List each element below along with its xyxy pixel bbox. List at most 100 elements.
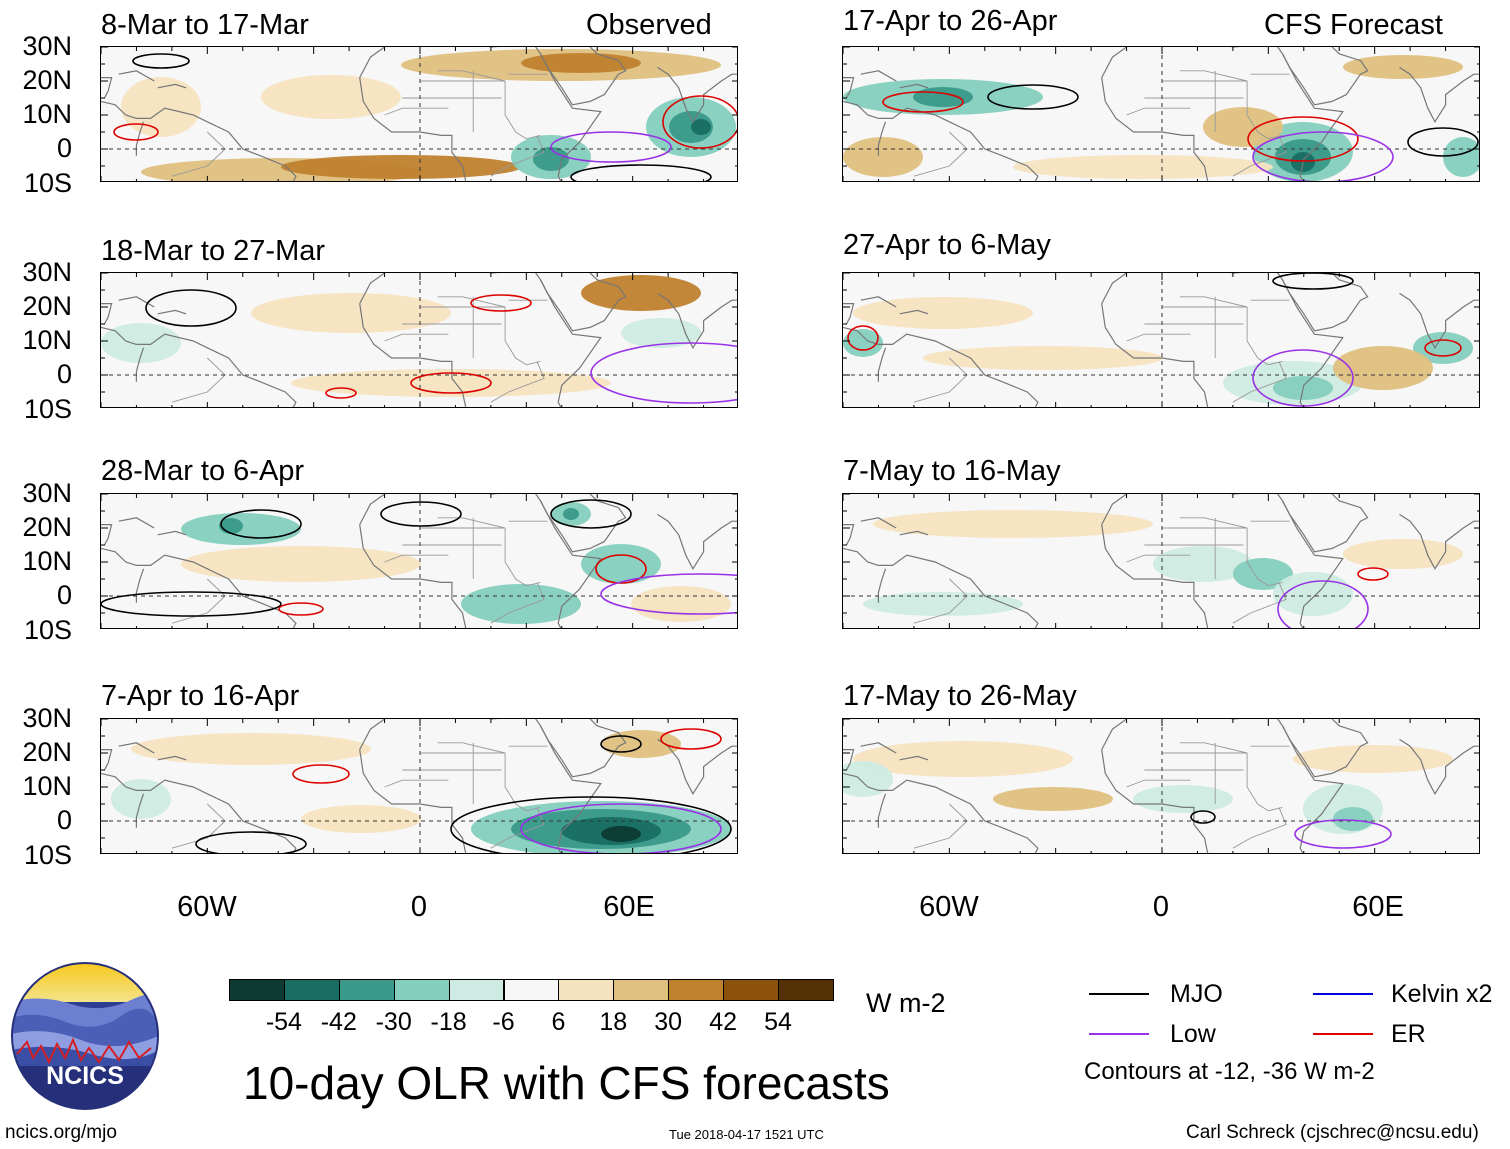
coastline xyxy=(878,107,1039,181)
coastline xyxy=(157,755,187,761)
country-border xyxy=(1179,296,1248,308)
colorbar-swatch xyxy=(558,979,615,1001)
coastline xyxy=(1196,47,1344,181)
coastline xyxy=(877,121,887,156)
coastline xyxy=(101,303,113,325)
map-canvas xyxy=(843,47,1479,181)
olr-anomaly-area xyxy=(461,584,581,624)
coastline xyxy=(657,66,737,124)
coastline xyxy=(843,326,879,345)
wave-contour xyxy=(550,131,672,163)
legend-mjo-label: MJO xyxy=(1170,980,1223,1008)
colorbar-label: -54 xyxy=(265,1008,302,1036)
wave-contour xyxy=(1357,567,1389,581)
wave-contour xyxy=(325,387,357,399)
coastline xyxy=(136,554,297,628)
olr-anomaly-area xyxy=(621,318,701,348)
coastline xyxy=(1101,47,1127,78)
coastline xyxy=(136,779,297,853)
olr-anomaly-area xyxy=(261,75,401,119)
olr-anomaly-area xyxy=(1443,137,1479,177)
legend-low-line xyxy=(1089,1033,1149,1035)
olr-anomaly-area xyxy=(251,293,451,333)
country-border xyxy=(384,333,449,342)
wave-contour xyxy=(1294,819,1392,849)
lat-tick-2-1: 30N xyxy=(22,257,72,287)
olr-anomaly-area xyxy=(1333,807,1373,831)
coastline xyxy=(1101,77,1209,181)
wave-contour xyxy=(595,554,647,584)
olr-anomaly-area xyxy=(843,761,893,797)
coastline xyxy=(157,309,187,315)
country-border xyxy=(504,753,541,812)
lat-tick-4-3: 10N xyxy=(22,771,72,801)
wave-contour xyxy=(1277,580,1369,628)
panel-title-7: 7-May to 16-May xyxy=(843,455,1061,487)
map-canvas xyxy=(843,273,1479,407)
panel-title-1: 8-Mar to 17-Mar xyxy=(101,9,309,41)
colorbar-label: -18 xyxy=(430,1008,467,1036)
colorbar-swatch xyxy=(613,979,670,1001)
coastline xyxy=(157,83,187,89)
wave-contour xyxy=(1252,349,1354,407)
olr-anomaly-area xyxy=(111,779,171,819)
country-border xyxy=(437,296,506,308)
wave-contour xyxy=(660,728,722,750)
country-border xyxy=(437,517,506,529)
panel-title-8: 17-May to 26-May xyxy=(843,680,1077,712)
wave-contour xyxy=(662,95,737,149)
coastline xyxy=(843,524,855,546)
legend-kelvin-line xyxy=(1313,993,1373,995)
coastline xyxy=(454,47,602,181)
olr-panel-7 xyxy=(842,493,1480,629)
lat-tick-2-3: 10N xyxy=(22,325,72,355)
country-border xyxy=(913,357,968,403)
coastline xyxy=(899,755,929,761)
coastline xyxy=(101,326,137,345)
coastline xyxy=(860,70,897,82)
ncics-logo: NCICS xyxy=(11,962,159,1110)
coastline xyxy=(101,547,137,566)
map-canvas xyxy=(843,494,1479,628)
footer-timestamp: Tue 2018-04-17 1521 UTC xyxy=(669,1127,824,1142)
olr-anomaly-area xyxy=(563,508,579,520)
coastline xyxy=(843,100,879,119)
wave-contour xyxy=(1247,116,1359,162)
coastline xyxy=(860,742,897,754)
map-canvas xyxy=(101,273,737,407)
wave-contour xyxy=(847,325,879,351)
country-border xyxy=(384,779,449,788)
coastline xyxy=(454,273,602,407)
coastline xyxy=(878,333,1039,407)
lon-tick-60w-left: 60W xyxy=(177,891,237,923)
coastline xyxy=(359,303,467,407)
coastline xyxy=(118,70,155,82)
olr-anomaly-area xyxy=(853,741,1073,777)
country-border xyxy=(1232,135,1287,177)
lat-tick-1-5: 10S xyxy=(23,168,72,198)
wave-contour xyxy=(570,164,712,181)
lon-tick-0-left: 0 xyxy=(410,891,428,923)
colorbar-label: 30 xyxy=(654,1008,683,1036)
panel-title-2: 18-Mar to 27-Mar xyxy=(101,235,326,267)
coastline xyxy=(135,568,145,603)
olr-panel-4 xyxy=(100,718,738,854)
coastline xyxy=(1281,719,1369,778)
lat-tick-4-2: 20N xyxy=(22,737,72,767)
olr-anomaly-area xyxy=(1233,558,1293,590)
coastline xyxy=(1101,303,1209,407)
coastline xyxy=(860,517,897,529)
olr-anomaly-area xyxy=(873,510,1153,538)
olr-anomaly-area xyxy=(923,346,1163,370)
coastline xyxy=(1281,47,1369,106)
country-border xyxy=(171,578,226,624)
olr-anomaly-area xyxy=(853,297,1033,329)
country-border xyxy=(384,554,449,563)
coastline xyxy=(539,494,627,553)
country-border xyxy=(1126,333,1191,342)
legend-er-line xyxy=(1313,1033,1373,1035)
figure-title: 10-day OLR with CFS forecasts xyxy=(243,1057,890,1109)
coastline xyxy=(1101,524,1209,628)
country-border xyxy=(1126,554,1191,563)
coastline xyxy=(899,83,929,89)
